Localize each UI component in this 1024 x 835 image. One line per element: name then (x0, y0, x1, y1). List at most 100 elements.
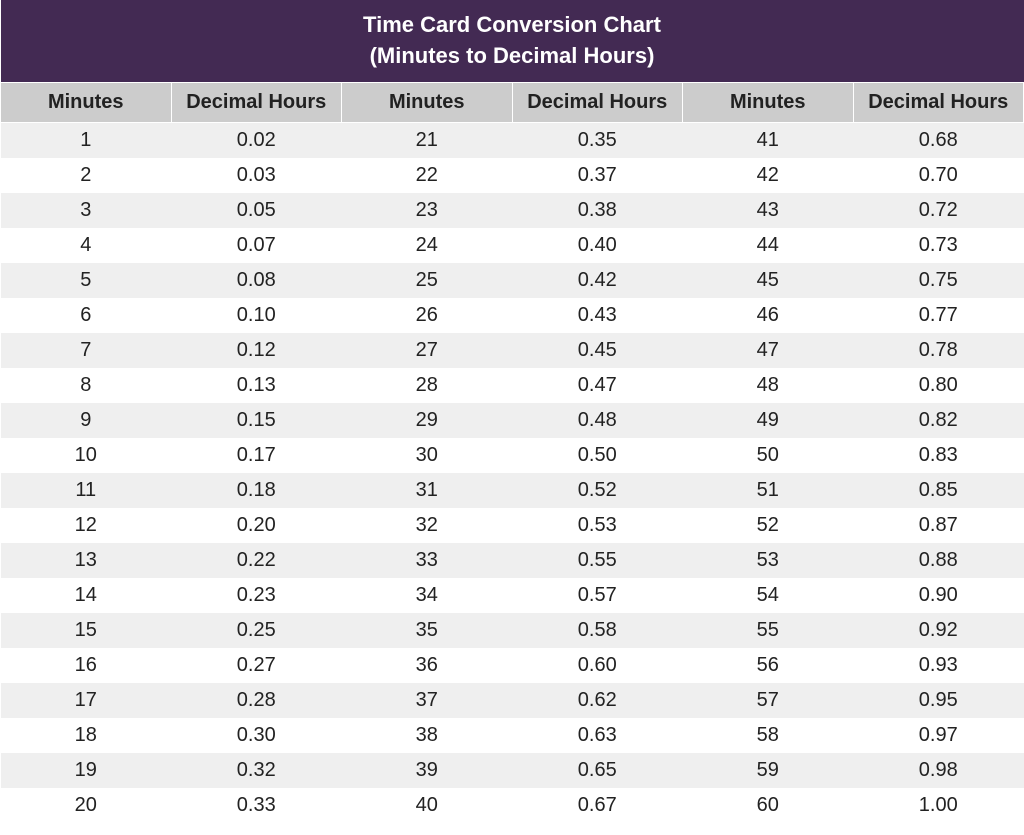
table-cell: 0.98 (853, 753, 1024, 788)
table-cell: 0.18 (171, 473, 342, 508)
table-cell: 0.88 (853, 543, 1024, 578)
table-cell: 30 (342, 438, 513, 473)
table-cell: 46 (683, 298, 854, 333)
table-cell: 0.72 (853, 193, 1024, 228)
table-cell: 0.92 (853, 613, 1024, 648)
table-cell: 0.90 (853, 578, 1024, 613)
table-cell: 57 (683, 683, 854, 718)
table-cell: 0.32 (171, 753, 342, 788)
table-cell: 0.73 (853, 228, 1024, 263)
table-cell: 0.28 (171, 683, 342, 718)
table-cell: 0.22 (171, 543, 342, 578)
table-cell: 0.80 (853, 368, 1024, 403)
table-cell: 0.37 (512, 158, 683, 193)
table-cell: 0.63 (512, 718, 683, 753)
table-cell: 20 (1, 788, 172, 823)
table-cell: 0.47 (512, 368, 683, 403)
table-row: 190.32390.65590.98 (1, 753, 1024, 788)
table-cell: 51 (683, 473, 854, 508)
table-cell: 22 (342, 158, 513, 193)
table-cell: 0.97 (853, 718, 1024, 753)
table-cell: 0.15 (171, 403, 342, 438)
table-row: 80.13280.47480.80 (1, 368, 1024, 403)
table-cell: 0.60 (512, 648, 683, 683)
table-cell: 59 (683, 753, 854, 788)
table-cell: 0.70 (853, 158, 1024, 193)
table-row: 180.30380.63580.97 (1, 718, 1024, 753)
conversion-table: Time Card Conversion Chart (Minutes to D… (0, 0, 1024, 823)
table-cell: 37 (342, 683, 513, 718)
table-cell: 32 (342, 508, 513, 543)
table-cell: 11 (1, 473, 172, 508)
table-cell: 0.62 (512, 683, 683, 718)
table-cell: 17 (1, 683, 172, 718)
table-title-line2: (Minutes to Decimal Hours) (370, 43, 655, 68)
table-cell: 36 (342, 648, 513, 683)
table-cell: 0.43 (512, 298, 683, 333)
table-row: 90.15290.48490.82 (1, 403, 1024, 438)
table-title-cell: Time Card Conversion Chart (Minutes to D… (1, 0, 1024, 82)
table-cell: 7 (1, 333, 172, 368)
table-cell: 35 (342, 613, 513, 648)
table-cell: 18 (1, 718, 172, 753)
table-cell: 26 (342, 298, 513, 333)
column-header: Minutes (1, 82, 172, 122)
table-cell: 0.35 (512, 122, 683, 158)
table-cell: 0.95 (853, 683, 1024, 718)
table-cell: 0.25 (171, 613, 342, 648)
table-cell: 41 (683, 122, 854, 158)
table-cell: 49 (683, 403, 854, 438)
table-cell: 34 (342, 578, 513, 613)
table-cell: 33 (342, 543, 513, 578)
table-cell: 0.77 (853, 298, 1024, 333)
table-cell: 0.13 (171, 368, 342, 403)
table-cell: 9 (1, 403, 172, 438)
table-cell: 47 (683, 333, 854, 368)
table-cell: 0.57 (512, 578, 683, 613)
table-row: 10.02210.35410.68 (1, 122, 1024, 158)
table-cell: 15 (1, 613, 172, 648)
column-header: Decimal Hours (512, 82, 683, 122)
table-cell: 27 (342, 333, 513, 368)
table-cell: 0.10 (171, 298, 342, 333)
table-cell: 0.12 (171, 333, 342, 368)
table-cell: 12 (1, 508, 172, 543)
table-cell: 10 (1, 438, 172, 473)
table-cell: 19 (1, 753, 172, 788)
table-cell: 0.78 (853, 333, 1024, 368)
table-row: 40.07240.40440.73 (1, 228, 1024, 263)
table-cell: 0.83 (853, 438, 1024, 473)
table-cell: 1.00 (853, 788, 1024, 823)
column-header: Decimal Hours (853, 82, 1024, 122)
table-title-line1: Time Card Conversion Chart (363, 12, 661, 37)
table-cell: 28 (342, 368, 513, 403)
table-cell: 54 (683, 578, 854, 613)
table-cell: 0.50 (512, 438, 683, 473)
table-title-row: Time Card Conversion Chart (Minutes to D… (1, 0, 1024, 82)
table-cell: 0.23 (171, 578, 342, 613)
table-cell: 43 (683, 193, 854, 228)
table-cell: 0.08 (171, 263, 342, 298)
table-cell: 24 (342, 228, 513, 263)
table-cell: 56 (683, 648, 854, 683)
table-cell: 0.27 (171, 648, 342, 683)
table-cell: 58 (683, 718, 854, 753)
table-cell: 42 (683, 158, 854, 193)
table-cell: 21 (342, 122, 513, 158)
table-cell: 45 (683, 263, 854, 298)
table-row: 60.10260.43460.77 (1, 298, 1024, 333)
table-cell: 23 (342, 193, 513, 228)
table-cell: 13 (1, 543, 172, 578)
table-row: 130.22330.55530.88 (1, 543, 1024, 578)
table-cell: 38 (342, 718, 513, 753)
table-cell: 0.55 (512, 543, 683, 578)
table-cell: 0.45 (512, 333, 683, 368)
table-cell: 60 (683, 788, 854, 823)
column-header: Decimal Hours (171, 82, 342, 122)
table-cell: 50 (683, 438, 854, 473)
table-cell: 0.40 (512, 228, 683, 263)
table-cell: 0.02 (171, 122, 342, 158)
table-cell: 0.65 (512, 753, 683, 788)
table-cell: 0.58 (512, 613, 683, 648)
table-cell: 0.87 (853, 508, 1024, 543)
